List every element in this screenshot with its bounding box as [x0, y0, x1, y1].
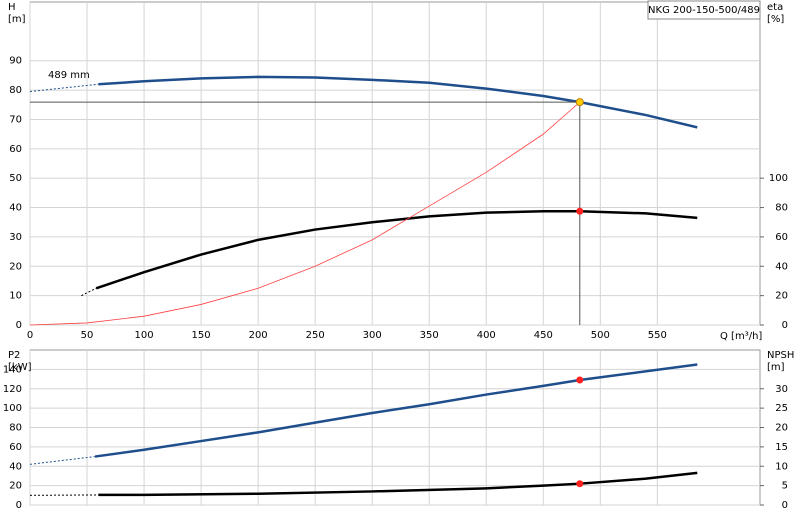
operating-point	[576, 480, 584, 488]
y-tick-label: 80	[9, 85, 22, 96]
y-label: P2	[8, 350, 20, 361]
operating-point	[576, 376, 584, 384]
y-tick-label: 50	[9, 173, 22, 184]
y-unit: [m]	[8, 14, 26, 25]
y2-label: NPSH	[767, 350, 794, 361]
y2-tick-label: 0	[782, 320, 788, 331]
annotation: 489 mm	[48, 70, 90, 81]
plot-area	[29, 1, 761, 326]
curve	[29, 83, 99, 93]
x-tick-label: 200	[249, 330, 268, 341]
y2-unit: [%]	[767, 14, 784, 25]
y-tick-label: 60	[9, 144, 22, 155]
curve	[98, 471, 698, 497]
model-box	[647, 0, 761, 20]
curve	[29, 101, 581, 326]
y-tick-label: 40	[9, 203, 22, 214]
x-tick-label: 250	[306, 330, 325, 341]
y-tick-label: 120	[3, 384, 22, 395]
x-tick-label: 400	[477, 330, 496, 341]
operating-point	[576, 207, 584, 215]
x-tick-label: 150	[192, 330, 211, 341]
x-tick-label: 500	[591, 330, 610, 341]
y-tick-label: 10	[9, 291, 22, 302]
y-tick-label: 80	[9, 423, 22, 434]
y-tick-label: 30	[9, 232, 22, 243]
x-tick-label: 300	[363, 330, 382, 341]
y2-tick-label: 25	[775, 403, 788, 414]
model: NKG 200-150-500/489	[648, 5, 760, 16]
y-unit: [kW]	[8, 362, 32, 373]
y-tick-label: 0	[16, 500, 22, 511]
x-tick-label: 0	[27, 330, 33, 341]
curve	[81, 287, 97, 297]
y-tick-label: 90	[9, 56, 22, 67]
y2-label: eta	[767, 2, 783, 13]
x-tick-label: 350	[420, 330, 439, 341]
y2-tick-label: 5	[782, 481, 788, 492]
y2-tick-label: 0	[782, 500, 788, 511]
y2-tick-label: 20	[775, 423, 788, 434]
curve	[98, 75, 698, 129]
y-tick-label: 100	[3, 403, 22, 414]
y-tick-label: 20	[9, 261, 22, 272]
x-tick-label: 50	[81, 330, 94, 341]
y2-unit: [m]	[767, 362, 785, 373]
operating-point	[575, 98, 584, 107]
x-label: Q [m³/h]	[720, 331, 762, 342]
y-tick-label: 140	[3, 364, 22, 375]
y2-tick-label: 10	[775, 461, 788, 472]
curve	[94, 363, 698, 458]
x-tick-label: 100	[135, 330, 154, 341]
y2-tick-label: 20	[775, 291, 788, 302]
y2-tick-label: 80	[775, 203, 788, 214]
y2-tick-label: 30	[775, 384, 788, 395]
y-tick-label: 60	[9, 442, 22, 453]
curve	[29, 456, 96, 465]
y2-tick-label: 40	[775, 261, 788, 272]
x-tick-label: 450	[534, 330, 553, 341]
y-tick-label: 70	[9, 114, 22, 125]
y2-tick-label: 60	[775, 232, 788, 243]
y-tick-label: 40	[9, 461, 22, 472]
curve	[95, 209, 698, 290]
y2-tick-label: 100	[769, 173, 788, 184]
y-tick-label: 20	[9, 481, 22, 492]
y-label: H	[8, 2, 16, 13]
y2-tick-label: 15	[775, 442, 788, 453]
y-tick-label: 0	[16, 320, 22, 331]
x-tick-label: 550	[648, 330, 667, 341]
